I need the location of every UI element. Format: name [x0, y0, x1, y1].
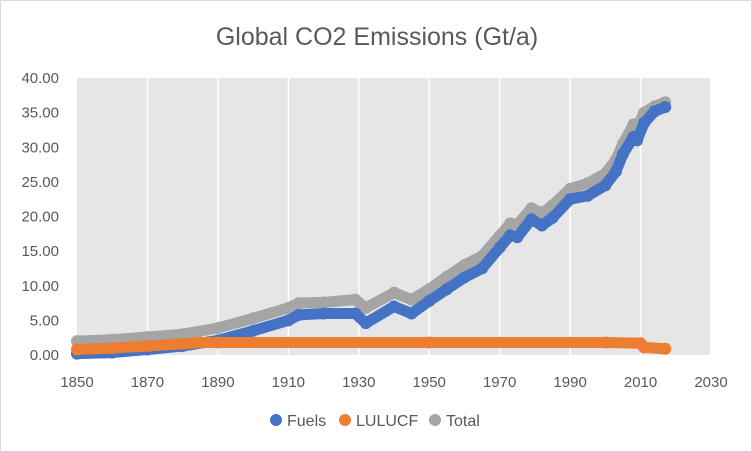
data-point	[659, 342, 672, 355]
legend-label: Fuels	[287, 413, 326, 430]
data-point	[581, 177, 594, 190]
y-tick-label: 5.00	[30, 312, 59, 329]
data-point	[440, 270, 453, 283]
data-point	[71, 343, 83, 356]
x-tick-label: 1890	[201, 374, 234, 391]
data-point	[535, 219, 548, 232]
data-point	[176, 328, 189, 341]
data-point	[564, 182, 577, 195]
data-series	[71, 96, 672, 360]
data-point	[388, 286, 400, 299]
data-point	[638, 341, 651, 354]
data-point	[194, 336, 207, 349]
data-point	[440, 283, 453, 296]
data-point	[458, 258, 471, 271]
data-point	[609, 165, 622, 178]
data-point	[493, 241, 506, 254]
data-point	[405, 293, 418, 306]
x-axis-tick-labels: 1850 1870 1890 1910 1930 1950 1970 1990 2010 2030	[60, 374, 727, 391]
data-point	[476, 262, 489, 275]
x-tick-label: 1950	[413, 374, 446, 391]
chart-title: Global CO2 Emissions (Gt/a)	[216, 23, 538, 51]
y-tick-label: 10.00	[21, 278, 59, 295]
series-fuels	[71, 101, 672, 360]
y-tick-label: 40.00	[21, 70, 59, 87]
data-point	[282, 314, 295, 327]
legend-marker	[270, 414, 282, 426]
data-point	[638, 117, 651, 130]
legend: Fuels LULUCF Total	[270, 413, 480, 430]
data-point	[141, 339, 154, 352]
legend-label: LULUCF	[356, 413, 418, 430]
data-point	[388, 300, 400, 313]
data-point	[423, 283, 436, 296]
y-tick-label: 15.00	[21, 243, 59, 260]
data-point	[535, 207, 548, 220]
y-tick-label: 30.00	[21, 139, 59, 156]
data-point	[599, 179, 612, 192]
data-point	[423, 336, 436, 349]
data-point	[631, 134, 644, 147]
y-tick-label: 20.00	[21, 209, 59, 226]
series-lulucf	[71, 336, 672, 356]
data-point	[292, 297, 305, 310]
x-tick-label: 1910	[272, 374, 305, 391]
y-tick-label: 35.00	[21, 105, 59, 122]
y-tick-label: 0.00	[30, 347, 59, 364]
data-point	[564, 193, 577, 206]
data-point	[546, 211, 559, 224]
x-tick-label: 2030	[694, 374, 727, 391]
plot-area	[77, 78, 711, 355]
data-point	[359, 301, 372, 314]
data-point	[525, 202, 538, 215]
legend-marker	[429, 414, 441, 426]
data-point	[317, 296, 330, 309]
legend-marker	[339, 414, 351, 426]
data-point	[581, 189, 594, 202]
data-point	[458, 271, 471, 284]
data-point	[511, 231, 524, 244]
data-point	[247, 324, 260, 337]
data-point	[317, 307, 330, 320]
data-point	[141, 330, 154, 343]
data-point	[211, 321, 224, 334]
data-point	[349, 293, 362, 306]
data-point	[359, 317, 372, 330]
y-axis-tick-labels: 0.00 5.00 10.00 15.00 20.00 25.00 30.00 35.00 40…	[21, 70, 59, 364]
gridlines	[146, 78, 712, 355]
data-point	[616, 148, 629, 161]
data-point	[648, 105, 661, 118]
data-point	[176, 337, 189, 350]
x-tick-label: 1970	[483, 374, 516, 391]
x-tick-label: 1990	[553, 374, 586, 391]
x-tick-label: 1850	[60, 374, 93, 391]
x-tick-label: 2010	[624, 374, 657, 391]
y-tick-label: 25.00	[21, 174, 59, 191]
data-point	[211, 336, 224, 349]
data-point	[282, 301, 295, 314]
data-point	[599, 336, 612, 349]
data-point	[525, 213, 538, 226]
data-point	[247, 312, 260, 325]
data-point	[292, 308, 305, 321]
data-point	[659, 101, 672, 114]
x-tick-label: 1870	[131, 374, 164, 391]
data-point	[405, 307, 418, 320]
data-point	[349, 307, 362, 320]
data-point	[106, 342, 119, 355]
legend-label: Total	[446, 413, 480, 430]
data-point	[423, 294, 436, 307]
x-tick-label: 1930	[342, 374, 375, 391]
